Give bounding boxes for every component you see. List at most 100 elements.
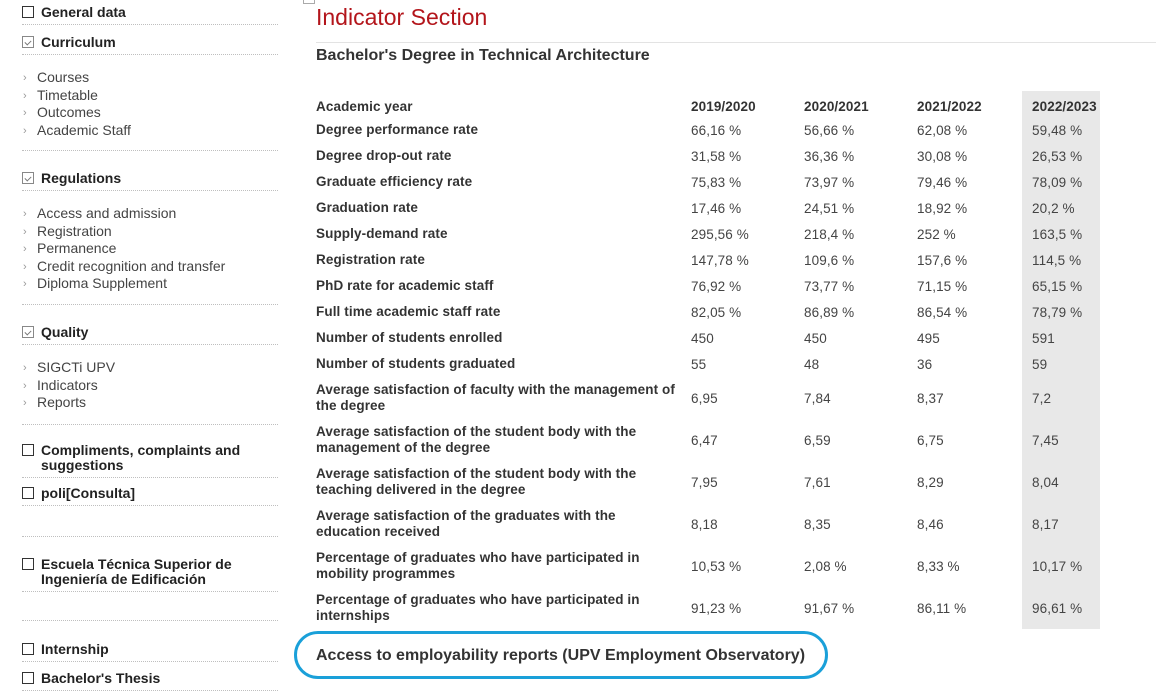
sidebar-item-diploma-supplement[interactable]: › Diploma Supplement [22, 275, 278, 293]
table-cell: 6,75 [917, 432, 944, 448]
sidebar-section-compliments[interactable]: Compliments, complaints and suggestions [22, 443, 278, 478]
divider [22, 620, 278, 621]
table-cell: 91,23 % [691, 600, 742, 616]
sidebar-section-label: Regulations [41, 170, 122, 186]
table-cell: 7,95 [691, 474, 718, 490]
sidebar-section-general-data[interactable]: General data [22, 5, 278, 25]
row-header: Number of students graduated [316, 356, 516, 371]
table-cell: 114,5 % [1022, 247, 1100, 273]
collapse-checkbox-icon [22, 36, 34, 48]
column-header: 2019/2020 [691, 99, 756, 114]
quality-submenu: › SIGCTi UPV › Indicators › Reports [22, 359, 278, 412]
table-cell: 86,11 % [917, 600, 967, 616]
table-cell: 24,51 % [804, 200, 855, 216]
sidebar-section-quality[interactable]: Quality [22, 325, 278, 345]
table-row: Degree performance rate 66,16 % 56,66 % 62,… [308, 117, 1100, 143]
table-cell: 6,95 [691, 390, 718, 406]
row-header: Degree drop-out rate [316, 148, 452, 163]
table-cell: 59,48 % [1022, 117, 1100, 143]
table-cell: 218,4 % [804, 226, 855, 242]
table-cell: 109,6 % [804, 252, 855, 268]
table-cell: 96,61 % [1022, 587, 1100, 629]
table-cell: 79,46 % [917, 174, 968, 190]
table-cell: 8,29 [917, 474, 944, 490]
table-cell: 48 [804, 356, 820, 372]
table-cell: 86,89 % [804, 304, 855, 320]
table-row: Registration rate 147,78 % 109,6 % 157,6 % 1… [308, 247, 1100, 273]
table-row: Degree drop-out rate 31,58 % 36,36 % 30,08 … [308, 143, 1100, 169]
sidebar-section-bachelors-thesis[interactable]: Bachelor's Thesis [22, 671, 278, 691]
table-cell: 20,2 % [1022, 195, 1100, 221]
table-cell: 7,61 [804, 474, 831, 490]
sidebar-section-school[interactable]: Escuela Técnica Superior de Ingeniería d… [22, 557, 278, 592]
sidebar-section-policonsulta[interactable]: poli[Consulta] [22, 486, 278, 506]
sidebar-section-label: Compliments, complaints and suggestions [41, 442, 241, 473]
divider [22, 424, 278, 425]
indicators-table: Academic year 2019/2020 2020/2021 2021/2… [308, 91, 1100, 629]
table-cell: 75,83 % [691, 174, 742, 190]
sidebar-section-regulations[interactable]: Regulations [22, 171, 278, 191]
sidebar-item-academic-staff[interactable]: › Academic Staff [22, 122, 278, 140]
chevron-right-icon: › [23, 208, 27, 220]
row-header: Number of students enrolled [316, 330, 503, 345]
row-header: Average satisfaction of faculty with the… [316, 382, 675, 413]
table-row: Number of students enrolled 450 450 495 591 [308, 325, 1100, 351]
table-cell: 82,05 % [691, 304, 742, 320]
chevron-right-icon: › [23, 225, 27, 238]
column-header: 2022/2023 [1022, 91, 1100, 117]
sidebar-item-reports[interactable]: › Reports [22, 394, 278, 412]
table-cell: 147,78 % [691, 252, 749, 268]
table-cell: 73,77 % [804, 278, 855, 294]
table-row: Full time academic staff rate 82,05 % 86,8… [308, 299, 1100, 325]
checkbox-icon[interactable] [303, 0, 315, 4]
table-cell: 62,08 % [917, 122, 968, 138]
table-cell: 7,84 [804, 390, 831, 406]
table-cell: 8,17 [1022, 503, 1100, 545]
sidebar-item-indicators[interactable]: › Indicators [22, 377, 278, 395]
table-cell: 163,5 % [1022, 221, 1100, 247]
sidebar-item-timetable[interactable]: › Timetable [22, 87, 278, 105]
table-cell: 8,46 [917, 516, 944, 532]
row-header: Percentage of graduates who have partici… [316, 592, 640, 623]
sidebar-item-sigcti-upv[interactable]: › SIGCTi UPV [22, 359, 278, 377]
sidebar: General data Curriculum › Courses › Timeta… [0, 0, 290, 697]
table-row: Average satisfaction of the student body… [308, 419, 1100, 461]
sidebar-section-label: Bachelor's Thesis [41, 670, 161, 686]
chevron-right-icon: › [23, 379, 27, 392]
row-header: Supply-demand rate [316, 226, 448, 241]
table-row: Percentage of graduates who have partici… [308, 545, 1100, 587]
indicators-table-wrapper: Academic year 2019/2020 2020/2021 2021/2… [308, 91, 1100, 629]
highlight-oval [294, 631, 828, 679]
divider [22, 150, 278, 151]
sidebar-item-access-admission[interactable]: › Access and admission [22, 205, 278, 223]
title-divider [316, 42, 1156, 43]
table-cell: 18,92 % [917, 200, 968, 216]
table-cell: 2,08 % [804, 558, 847, 574]
sidebar-section-label: Quality [41, 324, 89, 340]
sidebar-section-internship[interactable]: Internship [22, 642, 278, 662]
employability-reports-link[interactable]: Access to employability reports (UPV Emp… [316, 647, 806, 664]
table-cell: 8,35 [804, 516, 831, 532]
chevron-right-icon: › [23, 397, 27, 409]
sidebar-item-outcomes[interactable]: › Outcomes [22, 104, 278, 122]
page-title: Indicator Section [316, 4, 488, 30]
sidebar-item-registration[interactable]: › Registration [22, 223, 278, 241]
curriculum-submenu: › Courses › Timetable › Outcomes › Academic … [22, 69, 278, 139]
chevron-right-icon: › [23, 89, 27, 102]
table-row: Average satisfaction of the graduates wi… [308, 503, 1100, 545]
sidebar-item-credit-recognition[interactable]: › Credit recognition and transfer [22, 258, 278, 276]
row-header: Percentage of graduates who have partici… [316, 550, 640, 581]
checkbox-icon [22, 444, 34, 456]
sidebar-section-curriculum[interactable]: Curriculum [22, 35, 278, 55]
sidebar-item-courses[interactable]: › Courses [22, 69, 278, 87]
sidebar-section-label: Internship [41, 641, 109, 657]
table-cell: 36,36 % [804, 148, 855, 164]
table-cell: 78,79 % [1022, 299, 1100, 325]
chevron-right-icon: › [23, 243, 27, 255]
table-cell: 10,53 % [691, 558, 742, 574]
table-cell: 36 [917, 356, 933, 372]
table-cell: 78,09 % [1022, 169, 1100, 195]
sidebar-item-permanence[interactable]: › Permanence [22, 240, 278, 258]
sidebar-section-label: Escuela Técnica Superior de Ingeniería d… [41, 556, 232, 587]
divider [22, 304, 278, 305]
